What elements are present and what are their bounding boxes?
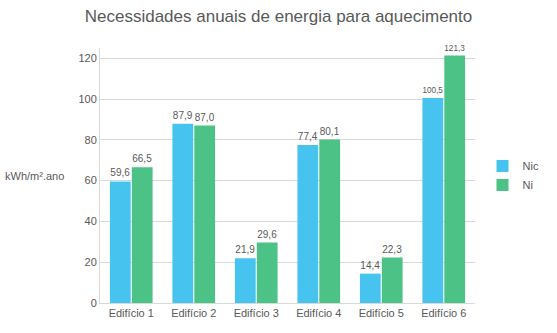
svg-text:59,6: 59,6 bbox=[110, 167, 130, 178]
svg-text:Edifício 2: Edifício 2 bbox=[171, 307, 216, 319]
svg-text:87,0: 87,0 bbox=[195, 112, 215, 123]
svg-text:60: 60 bbox=[85, 174, 97, 186]
svg-text:66,5: 66,5 bbox=[132, 153, 152, 164]
svg-text:14,4: 14,4 bbox=[360, 260, 380, 271]
svg-text:20: 20 bbox=[85, 256, 97, 268]
svg-text:120: 120 bbox=[78, 52, 96, 64]
svg-text:40: 40 bbox=[85, 215, 97, 227]
svg-text:22,3: 22,3 bbox=[382, 244, 402, 255]
svg-text:100,5: 100,5 bbox=[422, 86, 443, 95]
svg-text:100: 100 bbox=[78, 93, 96, 105]
svg-text:0: 0 bbox=[91, 297, 97, 309]
svg-text:80,1: 80,1 bbox=[320, 126, 340, 137]
svg-text:121,3: 121,3 bbox=[444, 44, 465, 53]
svg-text:Nic: Nic bbox=[523, 160, 539, 172]
svg-text:Edifício 3: Edifício 3 bbox=[234, 307, 279, 319]
svg-text:kWh/m².ano: kWh/m².ano bbox=[5, 170, 64, 182]
svg-text:77,4: 77,4 bbox=[298, 131, 318, 142]
svg-text:Edifício 1: Edifício 1 bbox=[109, 307, 154, 319]
svg-text:80: 80 bbox=[85, 134, 97, 146]
svg-text:Edifício 6: Edifício 6 bbox=[421, 307, 466, 319]
svg-text:87,9: 87,9 bbox=[173, 110, 193, 121]
svg-text:21,9: 21,9 bbox=[235, 244, 255, 255]
svg-text:Edifício 4: Edifício 4 bbox=[296, 307, 341, 319]
svg-text:Ni: Ni bbox=[523, 179, 533, 191]
svg-text:29,6: 29,6 bbox=[257, 229, 277, 240]
svg-text:Edifício 5: Edifício 5 bbox=[359, 307, 404, 319]
svg-text:Necessidades anuais de energia: Necessidades anuais de energia para aque… bbox=[85, 7, 472, 26]
